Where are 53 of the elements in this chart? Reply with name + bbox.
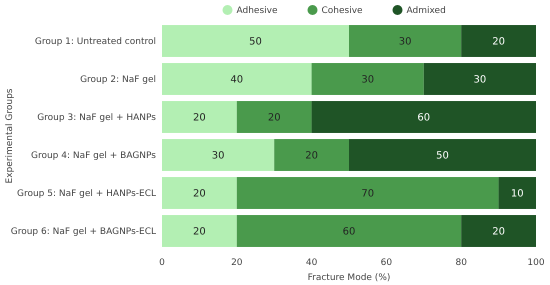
bar xyxy=(162,215,237,247)
bar xyxy=(312,101,536,133)
data-label: 20 xyxy=(305,150,318,162)
bar xyxy=(162,25,349,57)
data-label: 20 xyxy=(193,188,206,200)
data-label: 50 xyxy=(436,150,449,162)
bar xyxy=(349,25,462,57)
data-label: 50 xyxy=(249,36,262,48)
data-label: 20 xyxy=(492,36,505,48)
data-label: 60 xyxy=(342,226,356,238)
data-label: 20 xyxy=(193,112,206,124)
y-tick-label: Group 6: NaF gel + BAGNPs-ECL xyxy=(10,227,156,238)
x-tick-label: 60 xyxy=(380,258,392,268)
data-label: 40 xyxy=(230,74,244,86)
data-label: 20 xyxy=(268,112,281,124)
bar xyxy=(162,177,237,209)
data-label: 70 xyxy=(361,188,374,200)
y-tick-label: Group 5: NaF gel + HANPs-ECL xyxy=(16,189,156,200)
x-tick-label: 20 xyxy=(231,258,243,268)
bar xyxy=(312,63,424,95)
bar xyxy=(349,139,536,171)
y-tick-label: Group 2: NaF gel xyxy=(80,75,156,86)
legend-label: Admixed xyxy=(406,6,446,16)
bar xyxy=(236,101,312,133)
legend-label: Cohesive xyxy=(322,6,364,16)
bar xyxy=(424,63,536,95)
data-label: 30 xyxy=(361,74,374,86)
legend-label: Adhesive xyxy=(236,6,278,16)
bar xyxy=(162,63,312,95)
bar xyxy=(162,101,237,133)
x-axis-title: Fracture Mode (%) xyxy=(308,273,390,283)
bar xyxy=(236,177,499,209)
bar xyxy=(461,215,536,247)
y-tick-label: Group 3: NaF gel + HANPs xyxy=(37,113,156,124)
x-tick-label: 40 xyxy=(306,258,318,268)
y-axis-title: Experimental Groups xyxy=(5,88,15,184)
data-label: 10 xyxy=(510,188,524,200)
data-label: 30 xyxy=(398,36,412,48)
bar xyxy=(236,215,462,247)
data-label: 60 xyxy=(417,112,430,124)
y-tick-label: Group 4: NaF gel + BAGNPs xyxy=(30,151,156,162)
x-tick-label: 80 xyxy=(455,258,468,268)
bar xyxy=(498,177,536,209)
bar xyxy=(461,25,536,57)
x-tick-label: 0 xyxy=(159,258,166,268)
data-label: 20 xyxy=(492,226,505,238)
data-label: 30 xyxy=(474,74,486,86)
data-label: 30 xyxy=(212,150,224,162)
y-tick-label: Group 1: Untreated control xyxy=(34,37,156,48)
x-tick-label: 100 xyxy=(527,258,545,268)
bar xyxy=(274,139,349,171)
data-label: 20 xyxy=(193,226,206,238)
bar xyxy=(162,139,274,171)
